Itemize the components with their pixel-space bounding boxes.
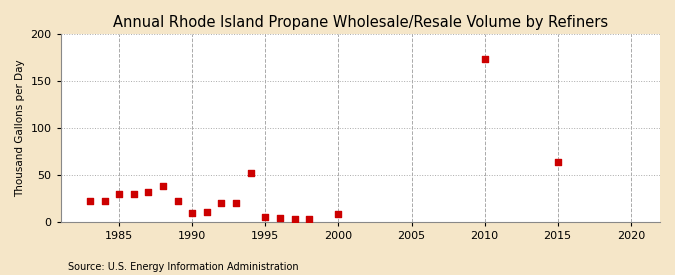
Point — [245, 171, 256, 175]
Point — [231, 201, 242, 205]
Point — [114, 192, 125, 197]
Point — [143, 189, 154, 194]
Point — [187, 211, 198, 216]
Point — [172, 199, 183, 203]
Point — [304, 217, 315, 221]
Point — [128, 191, 139, 196]
Point — [158, 184, 169, 188]
Title: Annual Rhode Island Propane Wholesale/Resale Volume by Refiners: Annual Rhode Island Propane Wholesale/Re… — [113, 15, 608, 30]
Point — [289, 217, 300, 221]
Point — [552, 160, 563, 164]
Point — [84, 199, 95, 203]
Point — [260, 215, 271, 219]
Point — [275, 216, 286, 220]
Point — [333, 212, 344, 216]
Point — [479, 57, 490, 62]
Text: Source: U.S. Energy Information Administration: Source: U.S. Energy Information Administ… — [68, 262, 298, 272]
Point — [216, 201, 227, 205]
Point — [99, 199, 110, 203]
Point — [201, 210, 212, 214]
Y-axis label: Thousand Gallons per Day: Thousand Gallons per Day — [15, 59, 25, 197]
